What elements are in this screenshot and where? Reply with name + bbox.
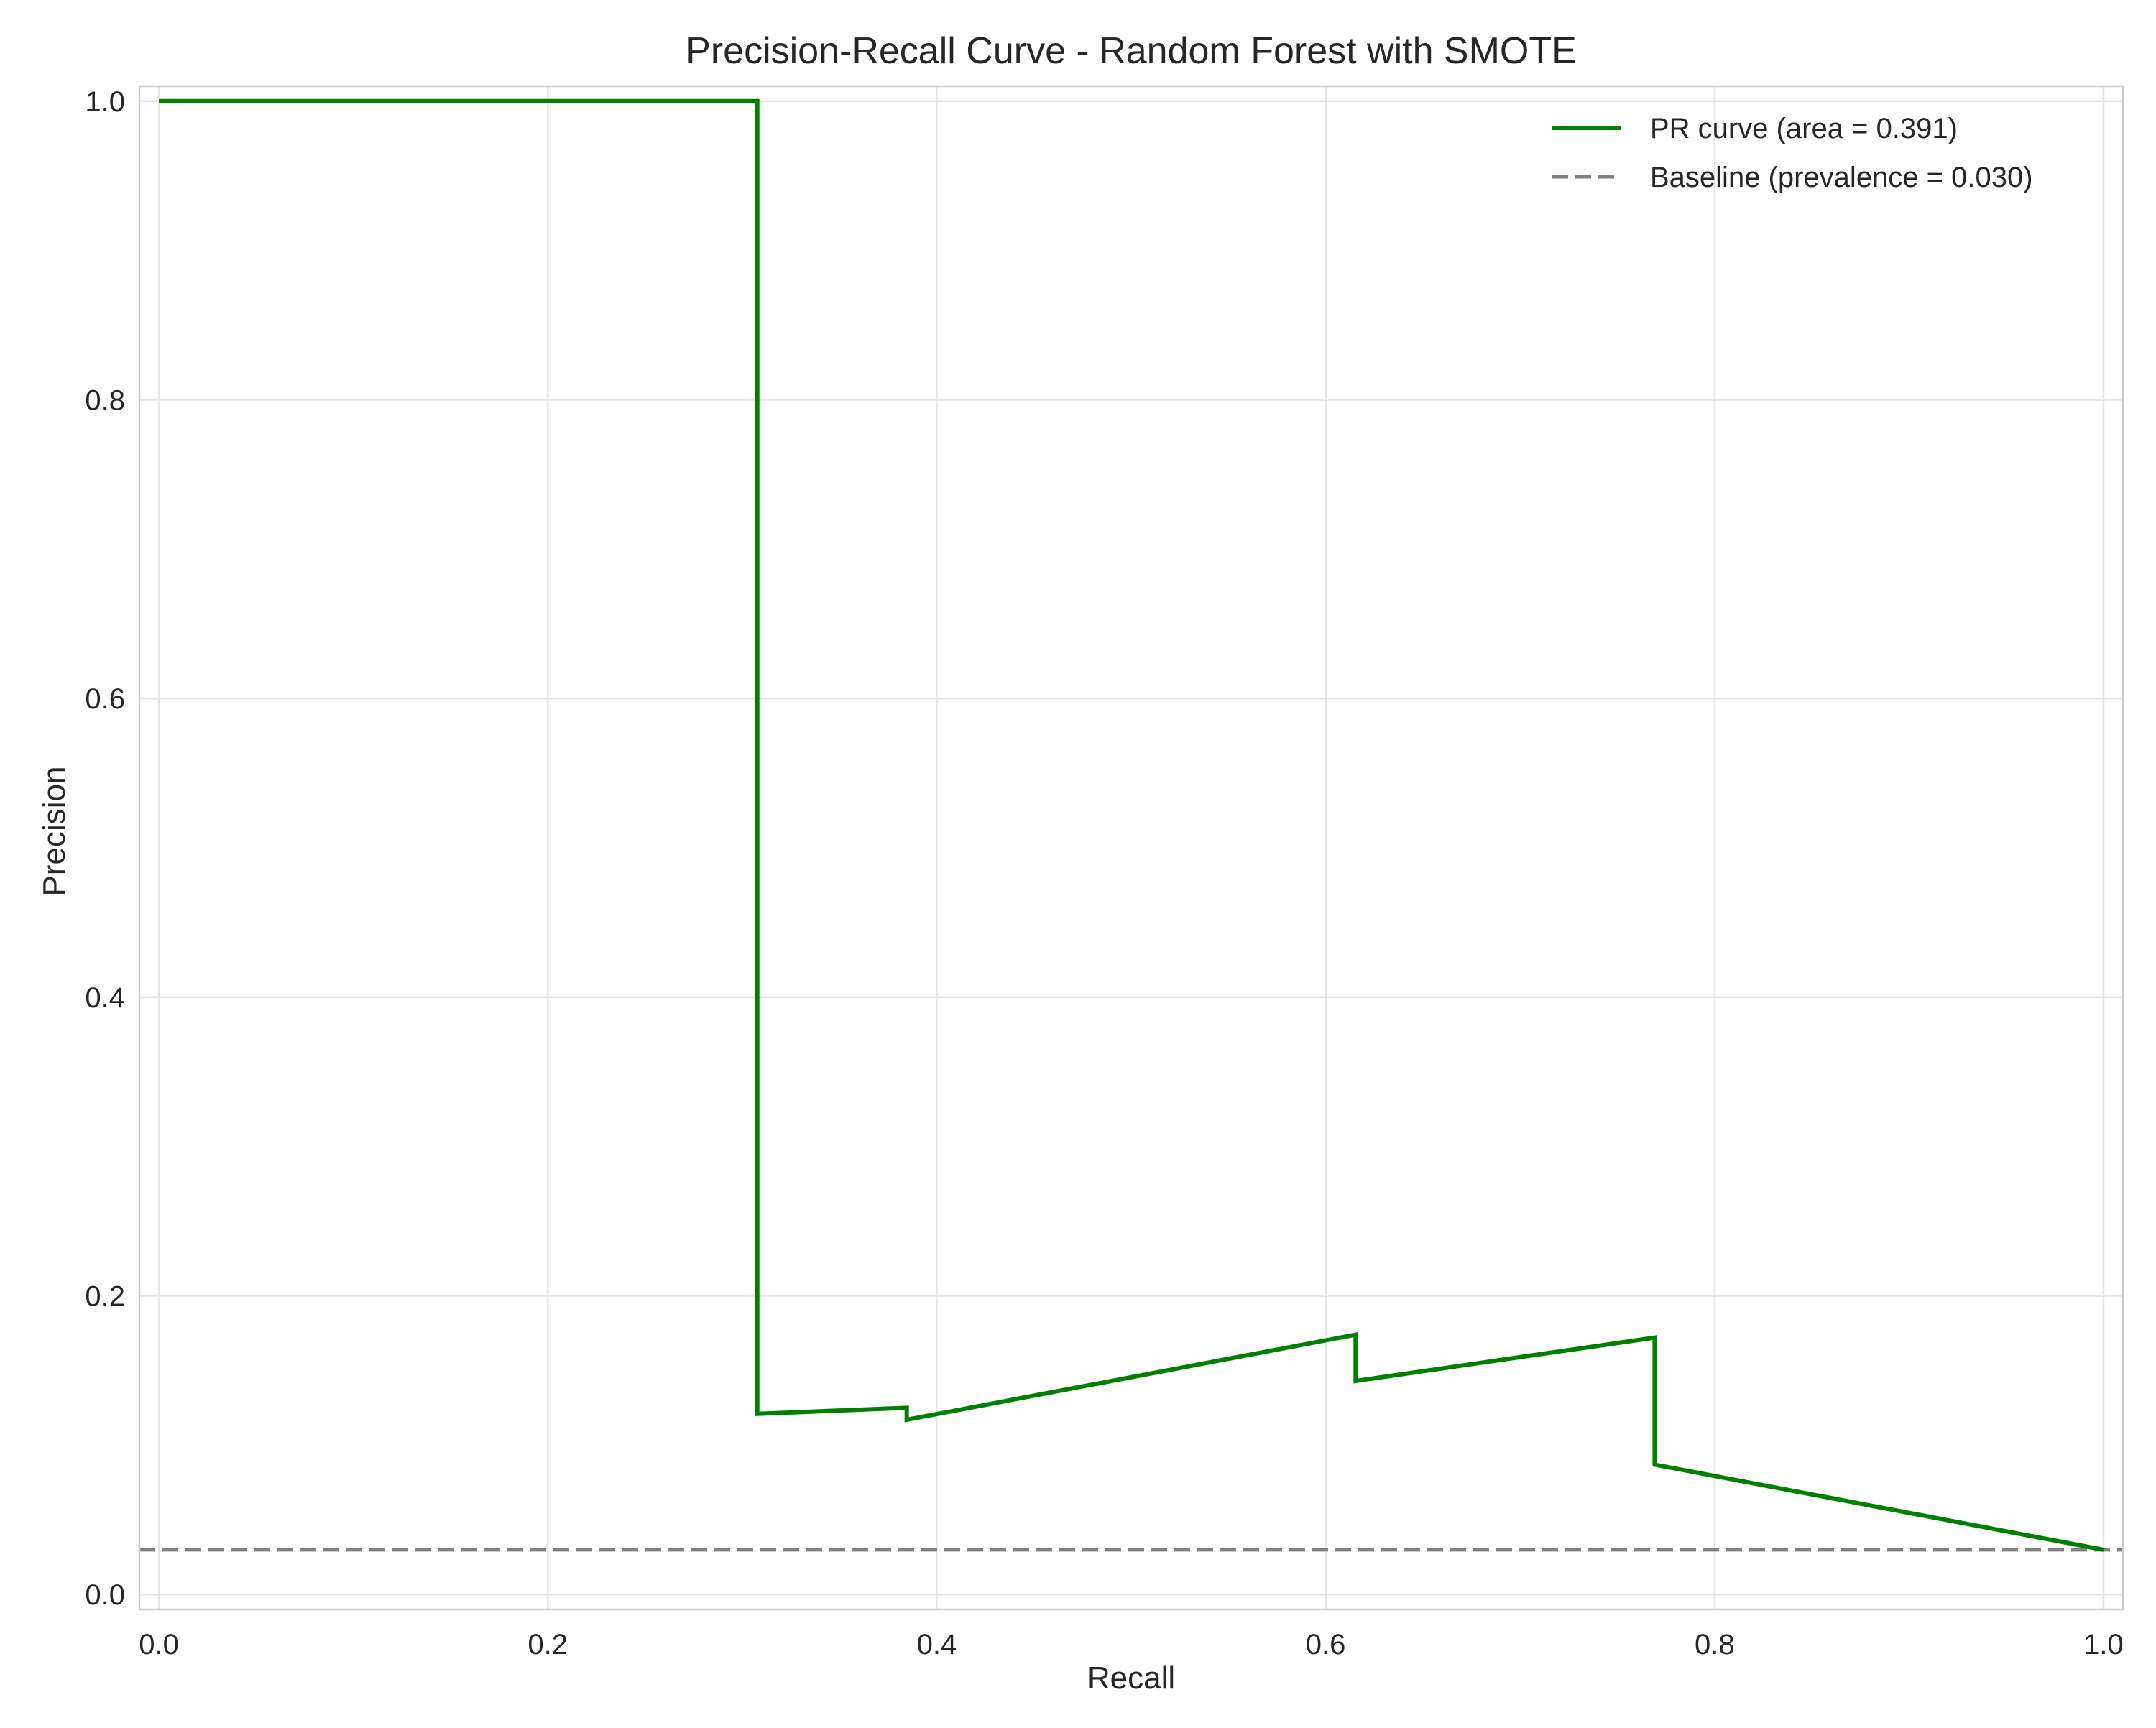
y-tick-label: 0.0	[85, 1579, 125, 1611]
x-axis-label: Recall	[1087, 1660, 1175, 1696]
chart-title: Precision-Recall Curve - Random Forest w…	[686, 30, 1577, 72]
y-tick-labels: 0.0 0.2 0.4 0.6 0.8 1.0	[85, 86, 125, 1611]
y-tick-label: 0.4	[85, 982, 125, 1014]
y-tick-label: 0.8	[85, 384, 125, 416]
plot-frame	[138, 85, 2124, 1611]
y-tick-label: 0.6	[85, 683, 125, 715]
x-tick-label: 0.2	[528, 1629, 568, 1660]
x-tick-label: 0.4	[917, 1629, 957, 1660]
y-tick-label: 1.0	[85, 86, 125, 118]
x-tick-labels: 0.0 0.2 0.4 0.6 0.8 1.0	[139, 1629, 2123, 1660]
plot-area	[139, 86, 2123, 1609]
series-lines	[139, 98, 2123, 1552]
y-axis-label: Precision	[37, 767, 72, 897]
x-tick-label: 1.0	[2083, 1629, 2124, 1660]
y-tick-label: 0.2	[85, 1281, 125, 1313]
x-tick-label: 0.8	[1695, 1629, 1735, 1660]
legend-label: PR curve (area = 0.391)	[1650, 113, 1958, 144]
grid-lines	[139, 86, 2123, 1609]
pr-curve-line	[159, 98, 2104, 1552]
legend-label: Baseline (prevalence = 0.030)	[1650, 162, 2033, 193]
x-tick-label: 0.6	[1306, 1629, 1346, 1660]
legend: PR curve (area = 0.391) Baseline (prevale…	[1552, 113, 2033, 193]
x-tick-label: 0.0	[139, 1629, 179, 1660]
